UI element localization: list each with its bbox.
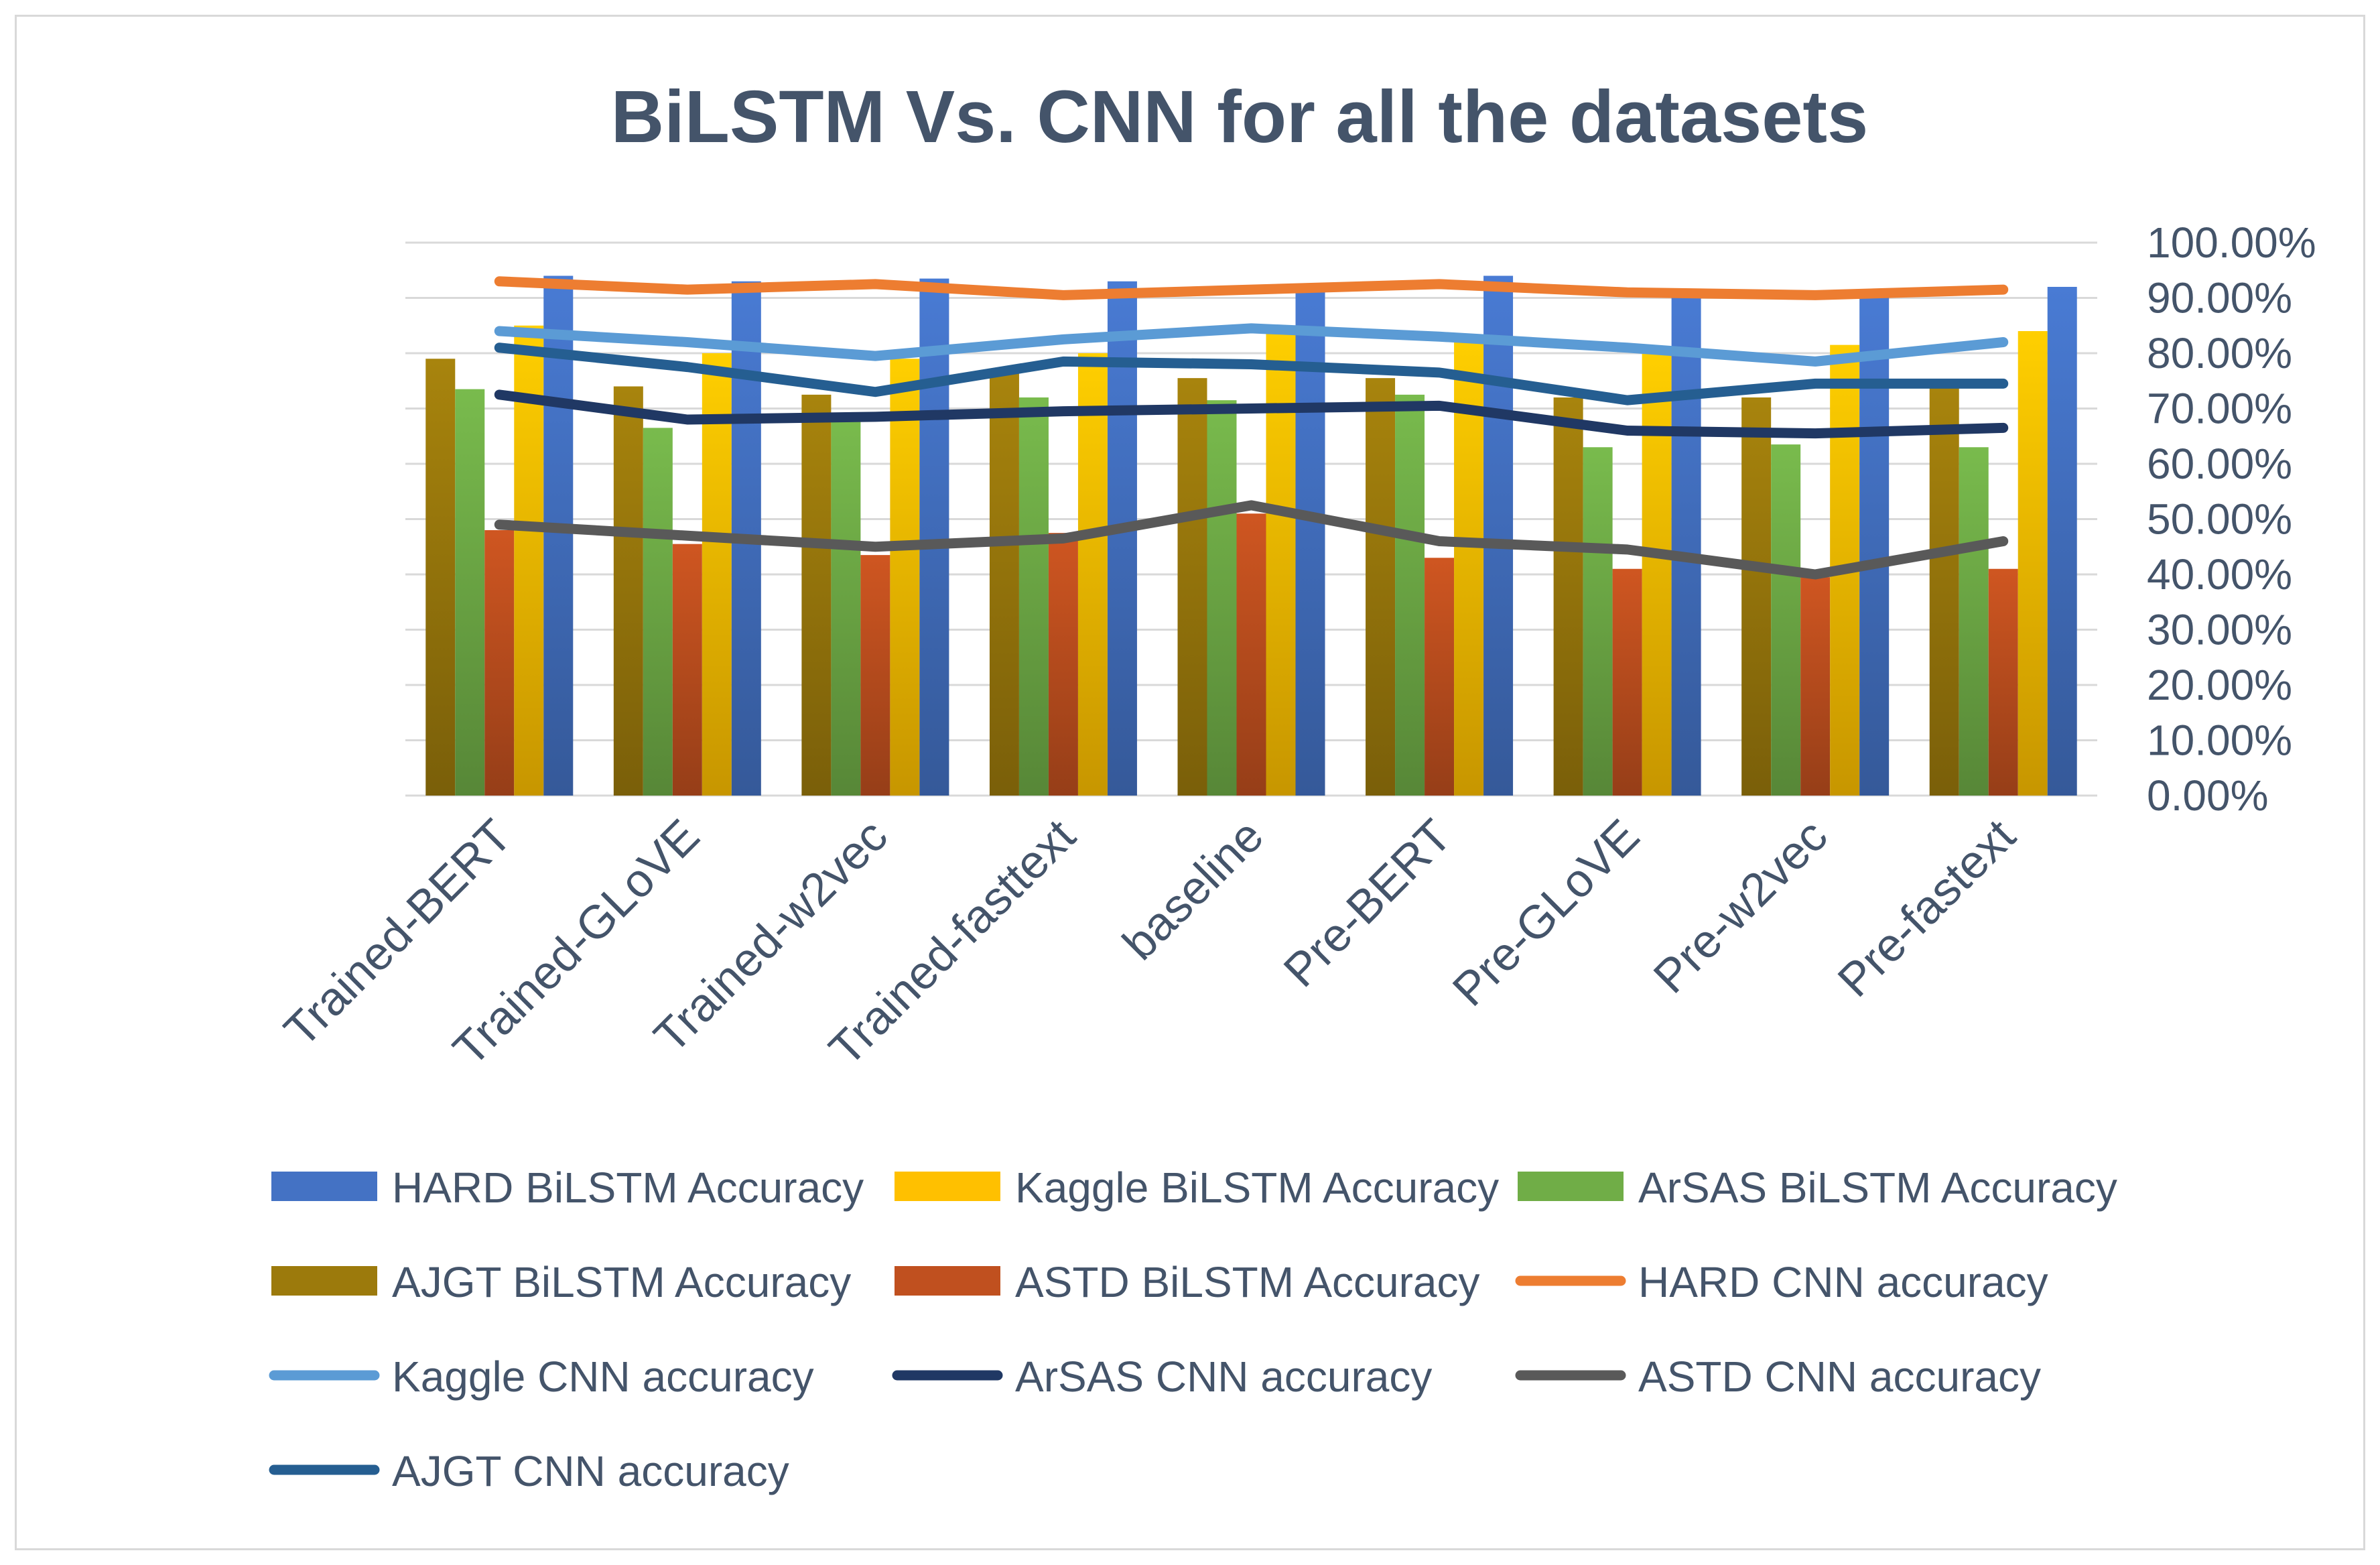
legend-item-ajgt-bilstm-accuracy: AJGT BiLSTM Accuracy: [271, 1258, 851, 1306]
line-series-hard-cnn-accuracy: [494, 276, 2009, 300]
y-tick-label: 70.00%: [2147, 385, 2292, 433]
bar-kaggle-bilstm-accuracy-trained-w2vec: [890, 359, 920, 796]
x-tick-label: Pre-w2vec: [1644, 809, 1837, 1003]
legend-item-kaggle-cnn-accuracy: Kaggle CNN accuracy: [269, 1353, 814, 1401]
bar-series-ajgt-bilstm-accuracy: [425, 359, 1959, 796]
bar-arsas-bilstm-accuracy-pre-w2vec: [1771, 444, 1801, 796]
x-axis-tick-labels: Trained-BERTTrained-GLoVETrained-w2vecTr…: [274, 809, 2025, 1075]
bar-hard-bilstm-accuracy-pre-fastext: [2047, 287, 2077, 796]
chart-title: BiLSTM Vs. CNN for all the datasets: [611, 76, 1868, 158]
bar-arsas-bilstm-accuracy-baseline: [1207, 400, 1237, 796]
legend: HARD BiLSTM Accuracy Kaggle BiLSTM Accura…: [269, 1164, 2117, 1495]
x-tick-label: Pre-fastext: [1828, 809, 2025, 1006]
bar-astd-bilstm-accuracy-trained-fasttext: [1048, 533, 1078, 796]
legend-swatch: [895, 1172, 1000, 1201]
y-tick-label: 100.00%: [2147, 218, 2316, 267]
legend-item-hard-cnn-accuracy: HARD CNN accuracy: [1515, 1258, 2048, 1306]
line-series-kaggle-cnn-accuracy: [494, 323, 2009, 367]
bar-hard-bilstm-accuracy-trained-bert: [543, 275, 574, 796]
bar-arsas-bilstm-accuracy-trained-glove: [643, 428, 673, 796]
bar-ajgt-bilstm-accuracy-pre-bert: [1366, 378, 1396, 796]
bar-arsas-bilstm-accuracy-trained-fasttext: [1018, 397, 1049, 796]
bar-kaggle-bilstm-accuracy-trained-fasttext: [1077, 353, 1108, 796]
bar-hard-bilstm-accuracy-pre-w2vec: [1859, 292, 1890, 796]
bar-hard-bilstm-accuracy-trained-w2vec: [919, 278, 949, 796]
bar-kaggle-bilstm-accuracy-pre-fastext: [2018, 331, 2048, 796]
bar-astd-bilstm-accuracy-pre-bert: [1425, 558, 1455, 796]
legend-label: AJGT CNN accuracy: [392, 1447, 789, 1495]
legend-label: HARD CNN accuracy: [1638, 1258, 2048, 1306]
y-tick-label: 30.00%: [2147, 606, 2292, 654]
y-tick-label: 60.00%: [2147, 440, 2292, 488]
legend-item-kaggle-bilstm-accuracy: Kaggle BiLSTM Accuracy: [895, 1164, 1499, 1212]
bar-kaggle-bilstm-accuracy-pre-glove: [1642, 353, 1672, 796]
y-tick-label: 20.00%: [2147, 661, 2292, 709]
y-tick-label: 40.00%: [2147, 550, 2292, 599]
y-tick-label: 80.00%: [2147, 329, 2292, 377]
bar-arsas-bilstm-accuracy-trained-bert: [455, 389, 485, 796]
bar-hard-bilstm-accuracy-pre-bert: [1483, 275, 1514, 796]
bar-series-astd-bilstm-accuracy: [484, 513, 2018, 796]
bar-ajgt-bilstm-accuracy-baseline: [1177, 378, 1207, 796]
line-series-arsas-cnn-accuracy: [494, 389, 2009, 439]
y-tick-label: 50.00%: [2147, 495, 2292, 544]
bar-series-group: [425, 275, 2077, 796]
legend-item-astd-bilstm-accuracy: ASTD BiLSTM Accuracy: [895, 1258, 1480, 1306]
line-series-group: [494, 276, 2009, 580]
bar-astd-bilstm-accuracy-pre-glove: [1612, 568, 1642, 796]
legend-swatch: [895, 1266, 1000, 1296]
legend-item-arsas-bilstm-accuracy: ArSAS BiLSTM Accuracy: [1518, 1164, 2117, 1212]
bar-arsas-bilstm-accuracy-pre-bert: [1395, 394, 1425, 796]
line-series-ajgt-cnn-accuracy: [494, 342, 2009, 405]
legend-label: Kaggle CNN accuracy: [392, 1353, 814, 1401]
bar-astd-bilstm-accuracy-trained-bert: [484, 530, 515, 796]
bar-hard-bilstm-accuracy-pre-glove: [1671, 292, 1701, 796]
y-tick-label: 10.00%: [2147, 716, 2292, 765]
bar-arsas-bilstm-accuracy-pre-fastext: [1959, 447, 1989, 796]
x-tick-label: baseline: [1113, 809, 1274, 970]
bar-kaggle-bilstm-accuracy-baseline: [1266, 325, 1296, 796]
bar-ajgt-bilstm-accuracy-trained-fasttext: [989, 372, 1019, 796]
x-tick-label: Pre-BERT: [1274, 809, 1461, 997]
bar-ajgt-bilstm-accuracy-trained-bert: [425, 359, 456, 796]
legend-label: HARD BiLSTM Accuracy: [392, 1164, 864, 1212]
legend-label: ArSAS CNN accuracy: [1015, 1353, 1432, 1401]
bar-series-arsas-bilstm-accuracy: [455, 389, 1989, 796]
legend-label: ASTD BiLSTM Accuracy: [1015, 1258, 1480, 1306]
legend-swatch: [271, 1172, 377, 1201]
y-axis-tick-labels: 0.00% 10.00% 20.00% 30.00% 40.00% 50.00% 60.00…: [2147, 218, 2316, 820]
legend-item-ajgt-cnn-accuracy: AJGT CNN accuracy: [269, 1447, 789, 1495]
bar-ajgt-bilstm-accuracy-pre-glove: [1553, 397, 1583, 796]
y-tick-label: 0.00%: [2147, 771, 2268, 820]
legend-swatch: [271, 1266, 377, 1296]
bar-astd-bilstm-accuracy-pre-w2vec: [1800, 577, 1831, 796]
legend-item-arsas-cnn-accuracy: ArSAS CNN accuracy: [892, 1353, 1432, 1401]
legend-label: ASTD CNN accuracy: [1638, 1353, 2041, 1401]
bar-arsas-bilstm-accuracy-pre-glove: [1583, 447, 1613, 796]
bar-ajgt-bilstm-accuracy-pre-fastext: [1929, 386, 1959, 796]
legend-label: ArSAS BiLSTM Accuracy: [1638, 1164, 2117, 1212]
bar-kaggle-bilstm-accuracy-trained-glove: [702, 353, 732, 796]
y-tick-label: 90.00%: [2147, 274, 2292, 322]
legend-label: AJGT BiLSTM Accuracy: [392, 1258, 851, 1306]
legend-item-hard-bilstm-accuracy: HARD BiLSTM Accuracy: [271, 1164, 864, 1212]
bar-ajgt-bilstm-accuracy-trained-w2vec: [801, 394, 832, 796]
legend-item-astd-cnn-accuracy: ASTD CNN accuracy: [1515, 1353, 2041, 1401]
bar-astd-bilstm-accuracy-trained-w2vec: [860, 555, 890, 796]
bar-arsas-bilstm-accuracy-trained-w2vec: [831, 420, 861, 796]
bar-hard-bilstm-accuracy-baseline: [1295, 284, 1325, 796]
line-series-astd-cnn-accuracy: [494, 500, 2009, 580]
bar-astd-bilstm-accuracy-trained-glove: [672, 544, 702, 796]
legend-label: Kaggle BiLSTM Accuracy: [1015, 1164, 1499, 1212]
x-tick-label: Pre-GLoVE: [1443, 809, 1649, 1015]
bar-ajgt-bilstm-accuracy-pre-w2vec: [1741, 397, 1772, 796]
bar-ajgt-bilstm-accuracy-trained-glove: [613, 386, 643, 796]
legend-swatch: [1518, 1172, 1624, 1201]
bar-astd-bilstm-accuracy-baseline: [1236, 513, 1266, 796]
bar-astd-bilstm-accuracy-pre-fastext: [1988, 568, 2018, 796]
